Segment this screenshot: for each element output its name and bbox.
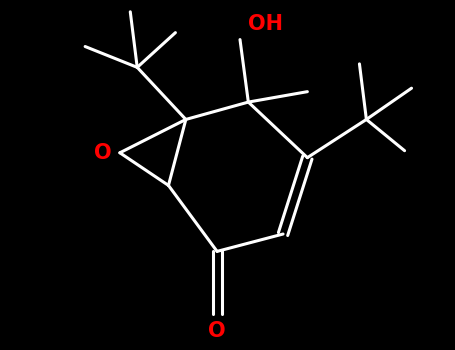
Text: O: O xyxy=(208,321,226,341)
Text: OH: OH xyxy=(248,14,283,34)
Text: O: O xyxy=(94,143,111,163)
